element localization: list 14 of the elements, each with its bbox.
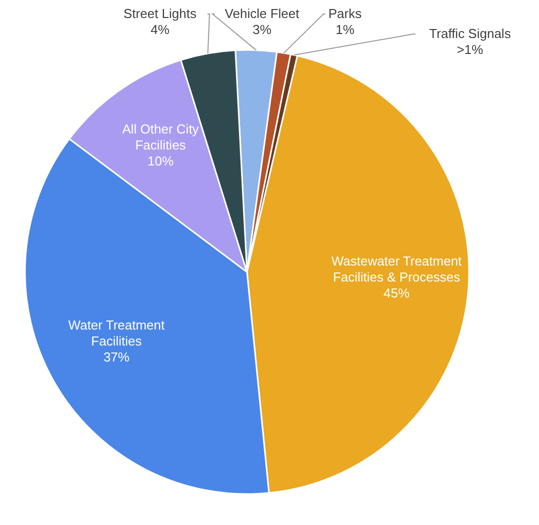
data-label: 37%	[103, 350, 130, 365]
data-label: >1%	[456, 42, 484, 57]
slice-label: Wastewater Treatment Facilities & Processes	[331, 254, 462, 285]
data-label: 1%	[336, 22, 355, 37]
data-label: 45%	[384, 286, 410, 301]
slice-label: Parks	[328, 6, 362, 21]
data-label: 4%	[150, 22, 170, 37]
data-label: 10%	[148, 154, 174, 169]
slice-label: Traffic Signals	[429, 26, 512, 41]
slice-label: All Other City Facilities	[122, 122, 200, 153]
slice-label: Water Treatment Facilities	[68, 318, 166, 349]
data-label: 3%	[252, 22, 272, 37]
slice-label: Vehicle Fleet	[224, 6, 300, 21]
slice-label: Street Lights	[124, 6, 197, 21]
